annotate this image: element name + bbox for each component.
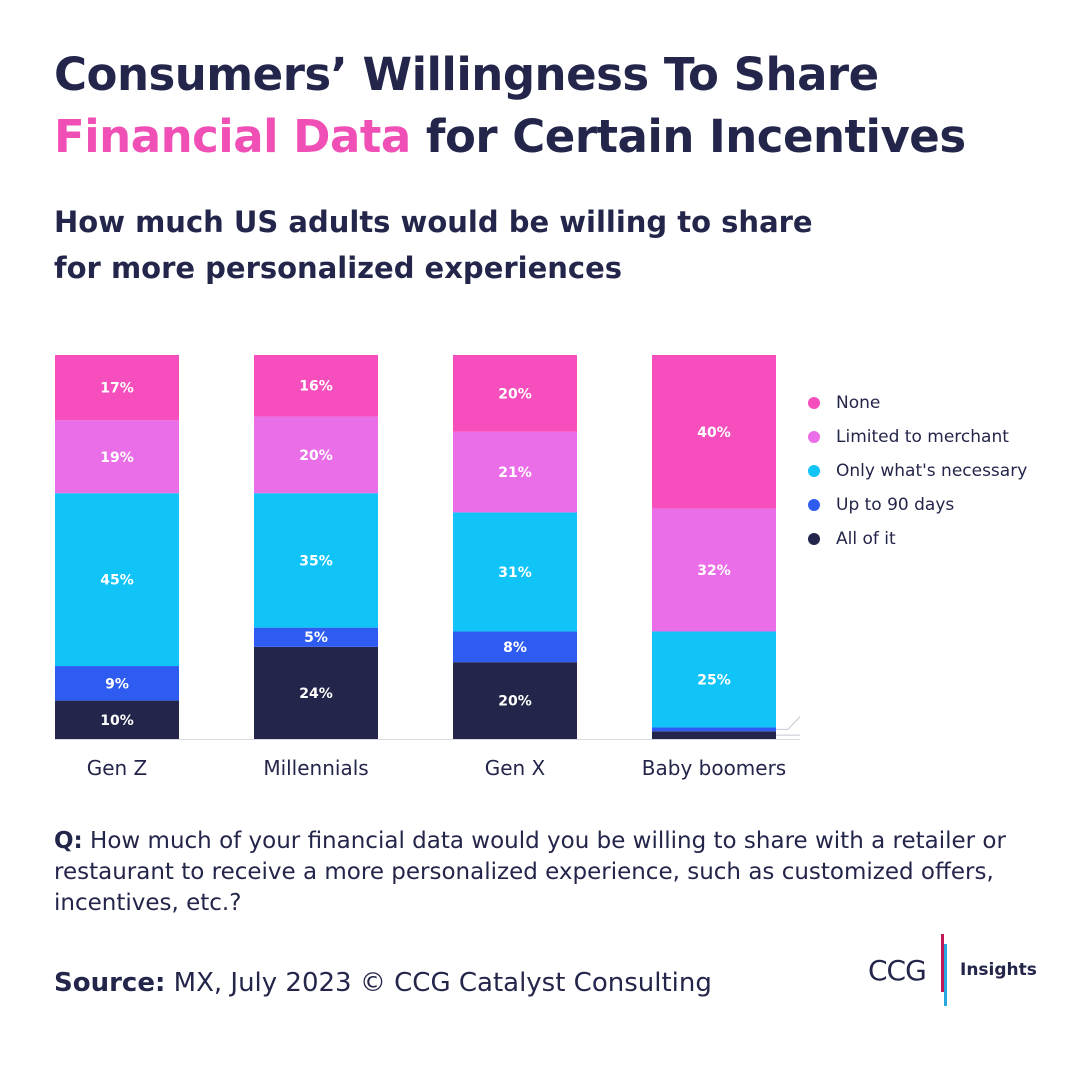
data-label: 16% [299, 379, 333, 395]
chart-subtitle: How much US adults would be willing to s… [54, 199, 954, 291]
legend-label: None [836, 393, 881, 413]
legend-label: Up to 90 days [836, 495, 955, 515]
legend-dot [808, 465, 820, 477]
legend-item-all-of-it: All of it [808, 522, 1027, 556]
legend-dot [808, 533, 820, 545]
data-label: 32% [697, 563, 731, 579]
bar-baby-boomers-all-of-it [652, 731, 776, 739]
legend-item-limited-to-merchant: Limited to merchant [808, 420, 1027, 454]
bar-millennials-up-to-90-days [254, 627, 378, 647]
ccg-insights-logo: CCG Insights [868, 934, 1038, 1006]
data-label: 17% [100, 381, 134, 397]
data-label: 9% [105, 676, 129, 692]
bar-gen-z-all-of-it [55, 700, 179, 739]
legend-dot [808, 499, 820, 511]
stacked-bar-chart: 10% 9% 45% 19% 17% Gen Z 24% 5% 35% 20% 16% Millenn… [55, 355, 800, 780]
data-label: 25% [697, 672, 731, 688]
category-label: Millennials [263, 756, 368, 780]
logo-bar-blue [944, 944, 947, 1006]
source-prefix: Source: [54, 968, 166, 998]
bar-gen-x-limited-to-merchant [453, 431, 577, 513]
bar-gen-x-only-what-s-necessary [453, 512, 577, 632]
bar-millennials-only-what-s-necessary [254, 493, 378, 628]
legend-dot [808, 431, 820, 443]
data-label: 5% [304, 630, 328, 646]
title-accent: Financial Data [54, 110, 411, 163]
legend-label: Only what's necessary [836, 461, 1028, 481]
source-text: MX, July 2023 © CCG Catalyst Consulting [165, 968, 712, 998]
data-label: 20% [498, 386, 532, 402]
legend-label: All of it [836, 529, 896, 549]
data-label: 10% [100, 713, 134, 729]
legend-label: Limited to merchant [836, 427, 1009, 447]
category-label: Gen Z [87, 756, 148, 780]
bar-gen-x-all-of-it [453, 662, 577, 739]
data-label: 20% [299, 448, 333, 464]
legend-dot [808, 397, 820, 409]
callout-leader [776, 734, 800, 736]
data-label: 19% [100, 450, 134, 466]
bar-baby-boomers-none [652, 355, 776, 509]
logo-ccg-text: CCG [868, 954, 927, 987]
chart-title: Consumers’ Willingness To Share Financial… [54, 44, 1054, 168]
bar-gen-x-up-to-90-days [453, 631, 577, 663]
data-label: 21% [498, 465, 532, 481]
category-label: Baby boomers [642, 756, 786, 780]
bar-baby-boomers-up-to-90-days [652, 727, 776, 732]
bar-millennials-limited-to-merchant [254, 416, 378, 494]
chart-legend: None Limited to merchant Only what's neces… [808, 386, 1027, 556]
bar-gen-z-none [55, 355, 179, 421]
data-label: 35% [299, 553, 333, 569]
logo-bar-magenta [941, 934, 944, 992]
data-label: 31% [498, 565, 532, 581]
bar-gen-z-up-to-90-days [55, 666, 179, 701]
bar-baby-boomers-only-what-s-necessary [652, 631, 776, 728]
category-label: Gen X [485, 756, 546, 780]
subtitle-line-1: How much US adults would be willing to s… [54, 205, 813, 239]
callout-leader [776, 716, 800, 730]
title-line-1: Consumers’ Willingness To Share [54, 48, 879, 101]
subtitle-line-2: for more personalized experiences [54, 251, 623, 285]
data-label: 20% [498, 694, 532, 710]
title-rest: for Certain Incentives [410, 110, 966, 163]
data-label: 8% [503, 640, 527, 656]
bar-millennials-none [254, 355, 378, 417]
bar-gen-z-only-what-s-necessary [55, 493, 179, 667]
question-prefix: Q: [54, 828, 83, 854]
data-label: 24% [299, 686, 333, 702]
bar-baby-boomers-limited-to-merchant [652, 508, 776, 632]
bar-gen-z-limited-to-merchant [55, 420, 179, 494]
bar-millennials-all-of-it [254, 646, 378, 739]
data-label: 45% [100, 573, 134, 589]
survey-question: Q: How much of your financial data would… [54, 826, 1034, 919]
legend-item-only-what-s-necessary: Only what's necessary [808, 454, 1027, 488]
legend-item-none: None [808, 386, 1027, 420]
legend-item-up-to-90-days: Up to 90 days [808, 488, 1027, 522]
logo-insights-text: Insights [960, 960, 1037, 980]
bar-gen-x-none [453, 355, 577, 432]
data-label: 40% [697, 425, 731, 441]
question-text: How much of your financial data would yo… [54, 828, 1006, 916]
source-note: Source: MX, July 2023 © CCG Catalyst Con… [54, 968, 712, 998]
